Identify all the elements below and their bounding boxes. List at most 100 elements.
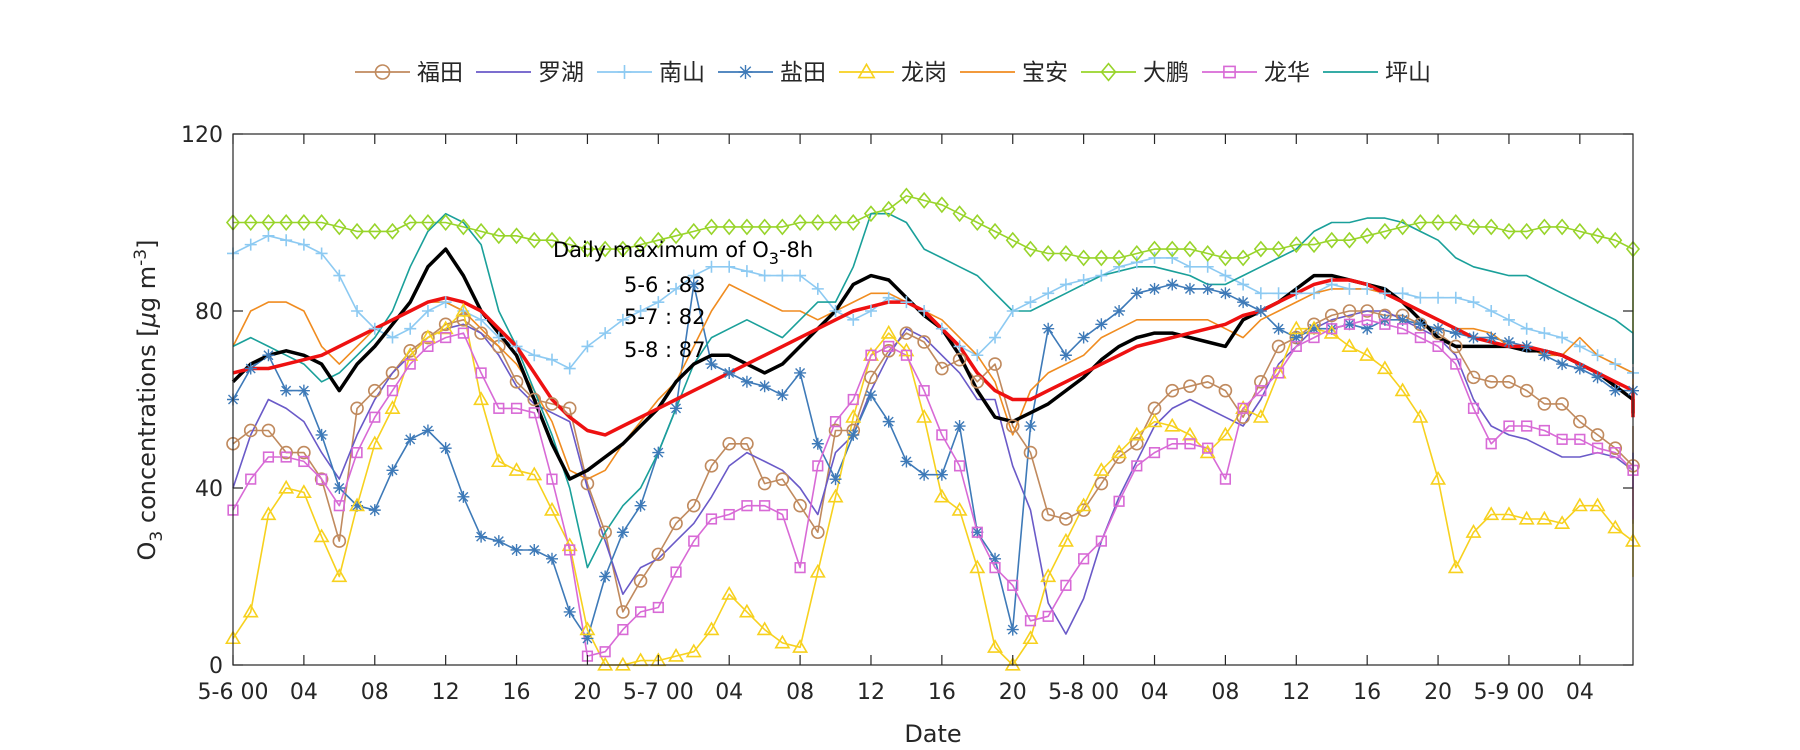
series-3-point-54 [1183,282,1196,295]
series-7-point-67 [1414,331,1426,344]
series-3-point-35 [847,428,860,441]
series-7-point-72 [1503,420,1515,432]
series-0-point-46 [1041,507,1055,522]
series-7-point-8 [369,411,381,423]
series-3-point-45 [1024,420,1037,433]
series-2-point-53 [1166,251,1179,264]
series-7-point-71 [1485,438,1497,450]
series-4-point-8 [366,435,383,450]
series-6-point-66 [1395,218,1410,236]
series-4-point-4 [295,484,312,499]
series-3-point-43 [989,552,1002,565]
series-3-point-32 [794,366,807,379]
series-4-point-67 [1412,409,1429,423]
series-7-point-31 [776,508,788,521]
series-4-point-62 [1323,324,1340,339]
series-3-point-76 [1573,362,1586,375]
series-7-point-41 [953,460,966,472]
series-6-point-60 [1289,236,1304,254]
series-4-point-37 [880,324,897,339]
series-3-point-50 [1113,305,1126,317]
y-tick-label-3: 120 [181,123,223,148]
series-6-point-34 [828,214,843,231]
series-3-point-16 [510,543,523,556]
series-6-point-68 [1431,214,1446,231]
legend-item-8: 坪山 [1323,60,1431,86]
legend-label-5: 宝安 [1022,60,1068,86]
series-6-point-12 [438,214,453,231]
series-4-point-28 [721,586,738,600]
series-3-point-77 [1591,371,1604,384]
series-7-point-21 [599,646,611,658]
series-4-point-39 [916,409,933,423]
series-3-point-53 [1166,278,1179,291]
series-7-point-78 [1609,446,1621,459]
y-label-mu: μ [133,312,161,328]
series-0-point-44 [1005,419,1020,433]
series-4-point-55 [1199,444,1216,459]
series-4-point-15 [490,453,507,468]
series-7-point-35 [847,393,859,406]
series-4-point-41 [951,501,968,516]
series-2-point-64 [1361,282,1374,295]
series-6-point-42 [970,214,985,231]
series-6-point-51 [1129,245,1144,262]
series-3-point-61 [1308,322,1321,335]
series-6-point-32 [793,214,808,231]
series-6-point-26 [686,222,701,240]
series-line-7 [232,318,1634,657]
series-0-point-36 [864,370,878,385]
series-4-point-34 [827,488,844,503]
series-2-point-72 [1502,313,1515,326]
series-0-point-30 [757,476,772,491]
series-0-point-41 [952,352,967,367]
series-4-point-47 [1057,532,1074,547]
series-2-point-47 [1059,278,1072,291]
series-2-point-34 [829,305,842,317]
series-2-point-6 [333,269,346,282]
series-6-point-23 [633,236,648,254]
series-0-point-75 [1555,397,1569,411]
series-6-point-54 [1182,240,1198,258]
x-tick-label-0: 5-6 00 [198,680,269,705]
series-3-point-75 [1556,358,1569,371]
series-3-point-33 [811,437,824,450]
series-4-point-56 [1217,426,1234,441]
series-6-point-7 [350,222,365,240]
series-2-point-29 [740,265,753,278]
series-6-point-14 [474,222,489,240]
x-tick-label-19: 04 [1566,680,1594,705]
series-6-point-62 [1324,231,1339,249]
series-7-point-6 [333,500,345,512]
x-tick-label-6: 5-7 00 [623,680,694,705]
series-2-point-77 [1591,349,1604,362]
series-0-point-32 [793,498,807,513]
series-3-point-19 [563,605,576,618]
series-7-point-45 [1024,615,1037,627]
series-4-point-44 [1004,656,1021,671]
series-7-point-53 [1166,438,1178,450]
series-4-point-58 [1252,409,1269,423]
series-0-point-23 [633,574,648,588]
x-tick-label-13: 04 [1141,680,1169,705]
series-2-point-45 [1024,296,1037,309]
series-2-point-25 [670,282,683,295]
series-3-point-63 [1343,318,1356,331]
series-3-point-27 [705,358,718,371]
series-4-point-51 [1128,426,1145,441]
series-7-point-30 [759,500,771,512]
series-6-point-59 [1271,240,1286,258]
x-axis-label: Date [904,720,961,748]
x-tick-label-8: 08 [786,680,814,705]
series-7-point-37 [883,340,895,353]
series-6-point-53 [1165,240,1180,258]
series-3-point-1 [244,362,257,375]
series-0-point-28 [722,436,737,451]
series-3-point-34 [829,473,842,486]
series-7-point-26 [688,535,700,547]
series-3-point-40 [935,468,948,481]
series-6-point-71 [1484,218,1499,236]
series-6-point-57 [1236,249,1251,267]
series-6-point-41 [952,205,967,223]
